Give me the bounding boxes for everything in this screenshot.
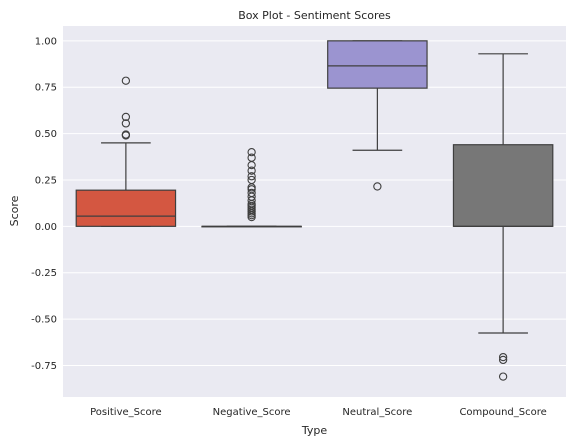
outlier-point — [247, 147, 256, 157]
outlier-point — [498, 372, 508, 381]
boxes — [75, 40, 554, 381]
x-tick-label: Compound_Score — [459, 407, 546, 418]
box-iqr — [452, 144, 554, 227]
y-tick-label: -0.50 — [31, 315, 57, 326]
outlier-point — [121, 131, 131, 140]
outlier-point — [498, 352, 508, 362]
y-tick-label: 0.75 — [35, 83, 57, 94]
outlier-point — [247, 212, 256, 222]
y-tick-label: -0.25 — [31, 268, 57, 279]
chart-title: Box Plot - Sentiment Scores — [238, 9, 391, 22]
outlier-point — [373, 182, 382, 191]
y-tick-label: -0.75 — [31, 361, 57, 372]
outlier-point — [121, 76, 131, 85]
x-tick-label: Positive_Score — [90, 407, 162, 418]
x-tick-label: Neutral_Score — [342, 407, 412, 418]
y-tick-labels: 1.00 0.75 0.50 0.25 0.00 -0.25 -0.50 -0.75 — [31, 36, 57, 372]
outlier-point — [121, 112, 131, 122]
y-tick-label: 1.00 — [35, 36, 57, 47]
x-axis-label: Type — [301, 424, 327, 437]
box-group-neutral-score — [327, 40, 428, 191]
box-group-positive-score — [75, 76, 177, 227]
outlier-point — [498, 355, 508, 365]
y-axis-label: Score — [8, 195, 21, 226]
outlier-point — [121, 119, 131, 128]
x-tick-labels: Positive_Score Negative_Score Neutral_Scor… — [90, 407, 547, 418]
box-group-negative-score — [201, 147, 302, 228]
y-tick-label: 0.25 — [35, 175, 57, 186]
box-iqr — [75, 189, 177, 227]
y-tick-label: 0.50 — [35, 129, 57, 140]
outlier-point — [247, 166, 256, 175]
y-tick-label: 0.00 — [35, 222, 57, 233]
outlier-point — [247, 172, 256, 181]
x-tick-label: Negative_Score — [213, 407, 291, 418]
box-group-compound-score — [452, 53, 554, 381]
box-iqr — [327, 40, 428, 89]
outlier-point — [247, 160, 256, 170]
